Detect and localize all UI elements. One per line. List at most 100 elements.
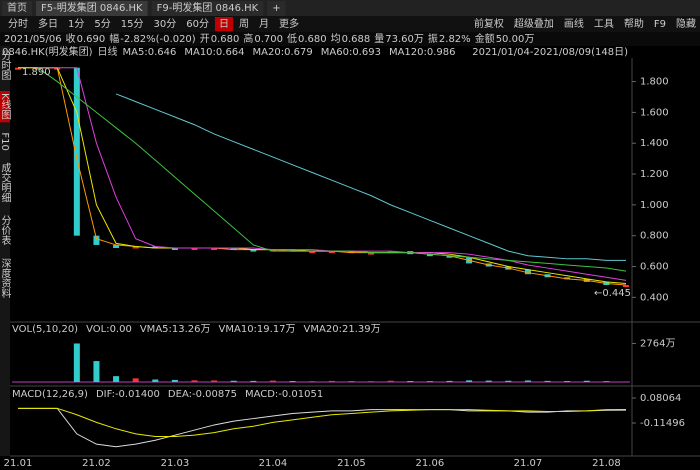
period-button[interactable]: 30分 xyxy=(153,18,176,30)
volume-bar xyxy=(544,380,551,382)
legend-entry: MA10:0.664 xyxy=(184,47,244,58)
candle xyxy=(132,246,139,249)
info-text: 50.00万 xyxy=(496,34,535,45)
info-text: 0.690 xyxy=(77,34,106,45)
sidebar-tab[interactable]: 深度资料 xyxy=(0,258,11,299)
info-text: 收 xyxy=(66,32,76,45)
candle xyxy=(426,254,433,257)
period-button[interactable]: 分时 xyxy=(8,18,28,30)
candle xyxy=(368,252,375,255)
period-button[interactable]: 日 xyxy=(219,19,229,30)
tab[interactable]: F5-明发集团 0846.HK xyxy=(41,1,143,14)
info-text: 均 xyxy=(331,33,341,45)
candle xyxy=(564,277,571,280)
high-annotation: 1.890 xyxy=(22,67,51,78)
y-tick-label: 1.000 xyxy=(640,200,669,211)
sidebar-tab[interactable]: 成交明细 xyxy=(0,163,11,203)
info-text: 0.680 xyxy=(211,34,240,45)
volume-bar xyxy=(73,343,80,382)
sidebar-tab[interactable]: 分价表 xyxy=(0,215,11,246)
tool-button[interactable]: 工具 xyxy=(594,18,614,30)
sidebar xyxy=(0,46,10,456)
y-tick-label: 0.08064 xyxy=(640,393,681,404)
volume-bar xyxy=(485,380,492,382)
y-tick-label: 1.800 xyxy=(640,77,669,88)
sidebar-tab[interactable]: 分时图 xyxy=(0,50,11,81)
candle xyxy=(15,67,21,70)
tab-background xyxy=(36,1,148,16)
tab[interactable]: 首页 xyxy=(7,1,27,14)
candle xyxy=(191,248,198,251)
legend-entry: MA60:0.693 xyxy=(321,47,381,58)
info-text: 幅 xyxy=(109,32,119,45)
volume-bar xyxy=(387,380,394,382)
candle xyxy=(230,248,237,251)
info-text: 0.700 xyxy=(254,34,283,45)
active-sidebar-tab xyxy=(0,91,10,123)
y-tick-label: 1.600 xyxy=(640,107,669,118)
period-button[interactable]: 60分 xyxy=(186,18,209,30)
volume-bar xyxy=(524,380,531,382)
x-tick-label: 21.07 xyxy=(514,458,543,469)
volume-bar xyxy=(269,380,276,382)
ma-line xyxy=(115,93,626,261)
sidebar-tab[interactable]: F10 xyxy=(0,132,10,150)
tool-button[interactable]: 超级叠加 xyxy=(514,17,554,30)
volume-bar xyxy=(505,380,512,382)
macd-legend: DEA:-0.00875 xyxy=(168,389,237,400)
tab-background xyxy=(151,1,264,16)
volume-bar xyxy=(132,378,139,382)
tool-button[interactable]: 画线 xyxy=(564,17,584,30)
candle xyxy=(328,251,335,254)
candle xyxy=(269,249,276,252)
y-tick-label: 0.800 xyxy=(640,231,669,242)
x-tick-label: 21.02 xyxy=(82,458,111,469)
active-period xyxy=(214,17,233,31)
tab[interactable]: + xyxy=(272,3,280,14)
volume-bar xyxy=(309,381,316,382)
info-text: 高 xyxy=(243,32,253,45)
info-text: 2.82% xyxy=(439,34,471,45)
period-button[interactable]: 多日 xyxy=(38,17,58,30)
volume-bar xyxy=(446,380,453,382)
x-tick-label: 21.04 xyxy=(259,458,288,469)
info-text: 2021/05/06 xyxy=(4,34,62,45)
period-button[interactable]: 更多 xyxy=(279,17,299,30)
tool-button[interactable]: 隐藏 xyxy=(676,18,696,30)
period-button[interactable]: 月 xyxy=(259,18,269,30)
x-tick-label: 21.03 xyxy=(161,458,190,469)
legend-entry: MA120:0.986 xyxy=(389,47,456,58)
candle xyxy=(73,67,80,236)
period-button[interactable]: 周 xyxy=(239,18,249,30)
volume-bar xyxy=(466,380,473,382)
volume-bar xyxy=(230,380,237,382)
candle xyxy=(309,251,316,254)
x-tick-label: 21.01 xyxy=(4,458,33,469)
info-text: 开 xyxy=(200,34,210,45)
info-text: 振 xyxy=(428,32,438,45)
legend-entry: MA5:0.646 xyxy=(123,47,177,58)
info-text: 0.688 xyxy=(342,34,371,45)
tab-background xyxy=(2,1,32,16)
tool-button[interactable]: 帮助 xyxy=(624,17,644,30)
x-tick-label: 21.05 xyxy=(337,458,366,469)
ma-line xyxy=(37,67,627,272)
tool-button[interactable]: 前复权 xyxy=(474,17,504,30)
info-text: -2.82%(-0.020) xyxy=(120,34,196,45)
x-tick-label: 21.08 xyxy=(592,458,621,469)
x-tick-label: 21.06 xyxy=(416,458,445,469)
y-tick-label: 0.400 xyxy=(640,292,669,303)
candle xyxy=(211,248,218,251)
period-button[interactable]: 15分 xyxy=(121,18,144,30)
tab[interactable]: F9-明发集团 0846.HK xyxy=(157,1,259,14)
volume-bar xyxy=(171,379,178,382)
date-range: 2021/01/04-2021/08/09(148日) xyxy=(472,47,628,58)
info-text: 金额 xyxy=(475,32,495,45)
tool-button[interactable]: F9 xyxy=(654,19,666,30)
sidebar-tab[interactable]: K线图 xyxy=(0,93,11,120)
period-button[interactable]: 5分 xyxy=(94,18,110,30)
period-button[interactable]: 1分 xyxy=(68,18,84,30)
tab-background xyxy=(267,1,286,16)
